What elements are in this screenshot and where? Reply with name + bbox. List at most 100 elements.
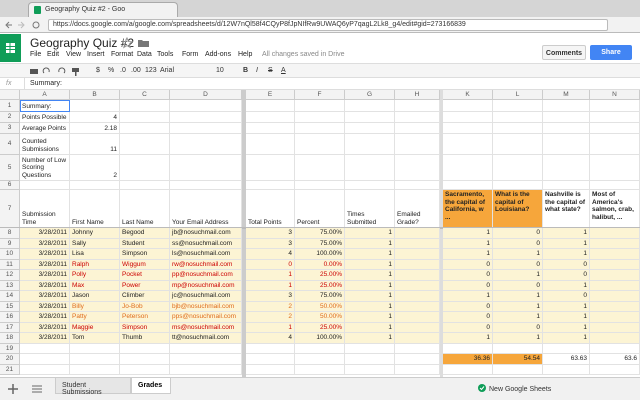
cell[interactable]: 36.36 [443,354,493,365]
cell[interactable] [70,354,120,365]
column-header[interactable]: E [246,90,295,100]
cell[interactable] [493,123,543,134]
cell[interactable] [120,343,170,354]
cell[interactable] [590,249,640,260]
cell[interactable]: 0 [443,312,493,323]
row-header[interactable]: 13 [0,280,20,291]
cell[interactable] [295,100,345,112]
cell[interactable] [20,181,70,190]
cell[interactable] [120,134,170,155]
cell[interactable] [170,100,242,112]
hidden-columns[interactable] [440,90,443,377]
cell[interactable]: 0 [493,259,543,270]
cell[interactable]: 1 [493,312,543,323]
cell[interactable]: 1 [543,312,590,323]
cell[interactable]: Ralph [70,259,120,270]
cell[interactable]: Pocket [120,270,170,281]
cell[interactable] [20,354,70,365]
cell[interactable] [246,181,295,190]
row-header[interactable]: 20 [0,354,20,365]
cell[interactable]: 0.00% [295,259,345,270]
cell[interactable] [443,181,493,190]
row-header[interactable]: 17 [0,322,20,333]
cell[interactable] [345,155,395,181]
menu-item[interactable]: Tools [157,51,174,58]
cell[interactable] [395,322,440,333]
cell[interactable]: 4 [246,249,295,260]
cell[interactable]: 63.63 [543,354,590,365]
cell[interactable] [295,181,345,190]
cell[interactable] [543,112,590,123]
cell[interactable] [70,364,120,375]
cell[interactable]: mp@nosuchmail.com [170,280,242,291]
cell[interactable] [345,100,395,112]
row-header[interactable]: 10 [0,249,20,260]
nav-buttons[interactable] [4,20,44,30]
cell[interactable]: 1 [345,322,395,333]
cell[interactable] [590,238,640,249]
row-header[interactable]: 8 [0,228,20,239]
cell[interactable]: 0 [493,322,543,333]
cell[interactable]: 100.00% [295,333,345,344]
cell[interactable]: Sally [70,238,120,249]
cell[interactable]: 3/28/2011 [20,228,70,239]
cell[interactable] [590,301,640,312]
cell[interactable]: Last Name [120,190,170,228]
toolbar-icons[interactable] [28,66,88,77]
cell[interactable] [395,270,440,281]
cell[interactable]: 25.00% [295,270,345,281]
cell[interactable] [246,155,295,181]
cell[interactable] [543,343,590,354]
cell[interactable] [443,112,493,123]
cell[interactable] [443,343,493,354]
column-header[interactable]: D [170,90,242,100]
menu-item[interactable]: Data [137,51,152,58]
cell[interactable] [543,123,590,134]
cell[interactable]: 1 [345,301,395,312]
cell[interactable]: Nashville is the capital of what state? [543,190,590,228]
cell[interactable] [345,134,395,155]
cell[interactable]: 1 [345,291,395,302]
cell[interactable]: 1 [493,301,543,312]
row-header[interactable]: 16 [0,312,20,323]
cell[interactable] [493,112,543,123]
cell[interactable] [493,134,543,155]
column-header[interactable]: G [345,90,395,100]
row-header[interactable]: 1 [0,100,20,112]
cell[interactable] [395,259,440,270]
cell[interactable] [395,291,440,302]
row-header[interactable]: 14 [0,291,20,302]
column-header[interactable]: H [395,90,440,100]
cell[interactable] [120,112,170,123]
cell[interactable] [120,364,170,375]
toolbar-button[interactable]: 123 [145,67,157,74]
cell[interactable]: 3/28/2011 [20,270,70,281]
cell[interactable] [170,181,242,190]
cell[interactable]: 1 [345,270,395,281]
comments-button[interactable]: Comments [542,45,586,60]
cell[interactable] [246,134,295,155]
cell[interactable] [345,364,395,375]
cell[interactable] [395,312,440,323]
cell[interactable]: 0 [543,270,590,281]
cell[interactable]: 2 [246,312,295,323]
cell[interactable]: ms@nosuchmail.com [170,322,242,333]
cell[interactable] [295,364,345,375]
cell[interactable] [590,181,640,190]
browser-tab[interactable]: Geography Quiz #2 - Goo [28,2,178,17]
toolbar-button[interactable]: % [108,67,115,74]
cell[interactable] [590,123,640,134]
sheet-tab[interactable]: Grades [131,378,171,394]
cell[interactable]: 75.00% [295,291,345,302]
cell[interactable]: Max [70,280,120,291]
cell[interactable]: pp@nosuchmail.com [170,270,242,281]
cell[interactable]: 3/28/2011 [20,322,70,333]
row-header[interactable]: 9 [0,238,20,249]
cell[interactable] [246,123,295,134]
cell[interactable] [120,181,170,190]
cell[interactable]: 2 [70,155,120,181]
cell[interactable] [70,100,120,112]
cell[interactable] [395,134,440,155]
cell[interactable]: Emailed Grade? [395,190,440,228]
cell[interactable] [295,155,345,181]
